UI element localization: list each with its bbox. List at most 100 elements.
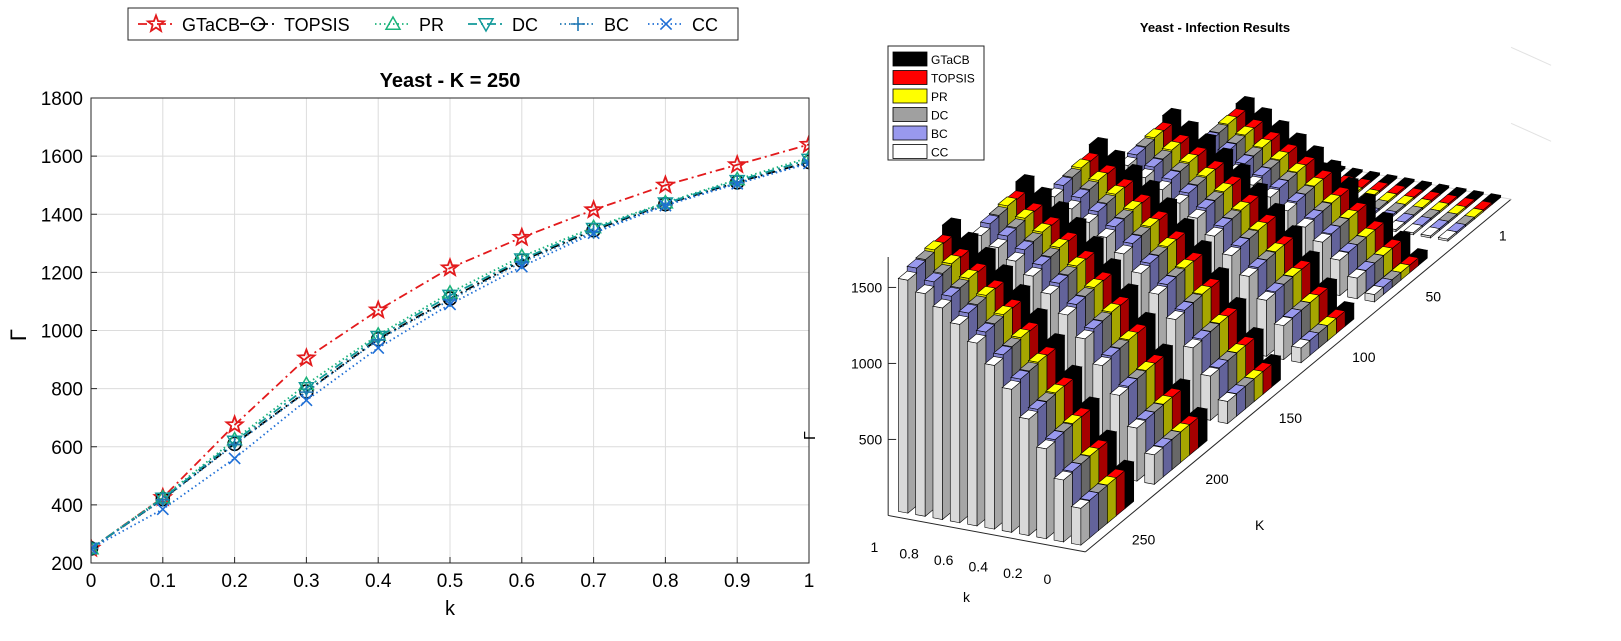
point-gtacb xyxy=(511,226,533,247)
point-dc xyxy=(369,330,387,346)
bar3d-face-top xyxy=(897,270,918,281)
bar3d-bar xyxy=(1200,366,1220,421)
point-cc xyxy=(659,199,672,212)
bar3d-bar xyxy=(1001,379,1022,533)
bar3d-face-top xyxy=(1234,154,1255,165)
point-bc xyxy=(371,332,386,347)
K-tick-label: 250 xyxy=(1132,532,1156,548)
bar3d-face-top xyxy=(1165,267,1186,277)
bar3d-face-top xyxy=(1304,176,1324,187)
bar3d-legend-item: PR xyxy=(892,88,948,104)
bar3d-k-label: k xyxy=(963,589,971,605)
bar3d-face-top xyxy=(1140,217,1160,227)
bar3d-face-top xyxy=(1049,201,1070,211)
bar3d-face-top xyxy=(1230,200,1251,211)
bar3d-face-top xyxy=(1070,498,1091,509)
bar3d-face-top xyxy=(1238,267,1259,277)
legend-marker-cc xyxy=(659,17,673,31)
bar3d-face-top xyxy=(1157,237,1178,247)
y-tick-label: 1600 xyxy=(41,147,83,168)
bar3d-face-top xyxy=(1234,125,1255,136)
bar3d-face-top xyxy=(1096,228,1117,238)
bar3d-face-top xyxy=(1200,322,1221,332)
bar3d-face-top xyxy=(1135,410,1156,420)
bar3d-face-top xyxy=(1248,182,1269,193)
bar3d-face-top xyxy=(1101,258,1122,268)
legend-label-dc: DC xyxy=(512,15,538,35)
legend: GTaCB TOPSIS PR DC BC CC xyxy=(127,7,739,41)
bar3d-face-top xyxy=(1005,218,1026,229)
bar3d-face-top xyxy=(1019,361,1039,372)
bar3d-K-label: K xyxy=(1255,517,1265,533)
bar3d-face-top xyxy=(1062,167,1082,178)
k-tick-label: 1 xyxy=(871,539,879,555)
bar3d-face-top xyxy=(1251,166,1272,177)
bar3d-face-top xyxy=(932,298,952,309)
bar3d-face-top xyxy=(1265,242,1286,253)
bar3d-bar xyxy=(984,356,1004,530)
bar3d-bar xyxy=(1364,285,1384,303)
point-cc xyxy=(587,226,600,240)
bar3d-face-top xyxy=(1364,285,1384,295)
bar3d-bar xyxy=(1144,445,1164,485)
legend-label-gtacb: GTaCB xyxy=(182,15,240,35)
bar3d-face-top xyxy=(1356,227,1376,238)
bar3d-face-top xyxy=(1152,149,1173,160)
bar3d-face-top xyxy=(1157,197,1178,207)
bar3d-face-front xyxy=(1001,387,1012,533)
bar3d-face-front xyxy=(1217,399,1228,424)
bar3d-face-top xyxy=(1045,333,1066,343)
y-tick-label: 800 xyxy=(51,380,83,401)
bar3d-face-top xyxy=(1178,183,1199,194)
bar3d-face-top xyxy=(1338,209,1359,219)
bar3d-face-top xyxy=(1101,302,1121,313)
bar3d-face-top xyxy=(1113,209,1134,219)
bar3d-face-top xyxy=(1135,361,1156,371)
point-bc xyxy=(227,437,242,452)
bar3d-face-top xyxy=(1261,353,1282,364)
bar3d-face-top xyxy=(1122,234,1143,244)
series-cc xyxy=(91,157,809,555)
point-cc xyxy=(156,503,169,516)
bar3d-face-top xyxy=(1153,343,1174,354)
bar3d-face-top xyxy=(992,345,1013,356)
bar3d-bar xyxy=(1036,439,1056,540)
bar3d-face-top xyxy=(1105,149,1126,160)
bar3d-face-front xyxy=(915,291,926,517)
bar3d-face-side xyxy=(1115,470,1126,517)
bar3d-face-top xyxy=(1001,337,1022,347)
bar3d-face-top xyxy=(1105,184,1126,195)
back-grid-line xyxy=(1510,122,1552,142)
x-tick-label: 0.2 xyxy=(221,571,247,592)
bar3d-bar xyxy=(1018,409,1039,537)
bar3d-face-top xyxy=(1213,182,1234,193)
bar3d-face-top xyxy=(1334,301,1355,311)
bar3d-face-top xyxy=(1088,137,1109,147)
K-tick-label: 150 xyxy=(1279,410,1303,426)
bar3d-face-top xyxy=(1109,338,1130,349)
bar3d-face-front xyxy=(932,305,943,520)
point-cc xyxy=(443,298,457,311)
bar3d-face-top xyxy=(1022,266,1043,277)
bar3d-face-top xyxy=(1295,217,1315,228)
bar3d-face-top xyxy=(949,278,970,289)
bar3d-face-top xyxy=(1031,255,1052,266)
bar3d-face-top xyxy=(1187,208,1207,219)
bar3d-face-top xyxy=(1126,145,1147,156)
bar3d-bar xyxy=(1346,268,1367,300)
legend-label-pr: PR xyxy=(419,15,444,35)
bar3d-face-top xyxy=(1109,385,1130,396)
bar3d-chart: Yeast - Infection Results 15010015020025… xyxy=(802,20,1552,605)
point-dc xyxy=(91,542,100,557)
bar3d-face-top xyxy=(1312,201,1333,212)
z-tick-label: 1000 xyxy=(851,355,882,371)
bar3d-face-top xyxy=(1097,475,1117,486)
bar3d-face-top xyxy=(1282,308,1303,318)
bar3d-face-top xyxy=(993,264,1014,274)
bar3d-face-top xyxy=(1062,364,1083,375)
bar3d-face-top xyxy=(1122,200,1143,211)
point-gtacb xyxy=(367,299,389,320)
bar3d-face-top xyxy=(1152,437,1173,448)
x-axis-ticks: 0 0.1 0.2 0.3 0.4 0.5 0.6 0.7 0.8 0.9 1 xyxy=(86,557,814,592)
back-grid-line xyxy=(1510,46,1552,66)
